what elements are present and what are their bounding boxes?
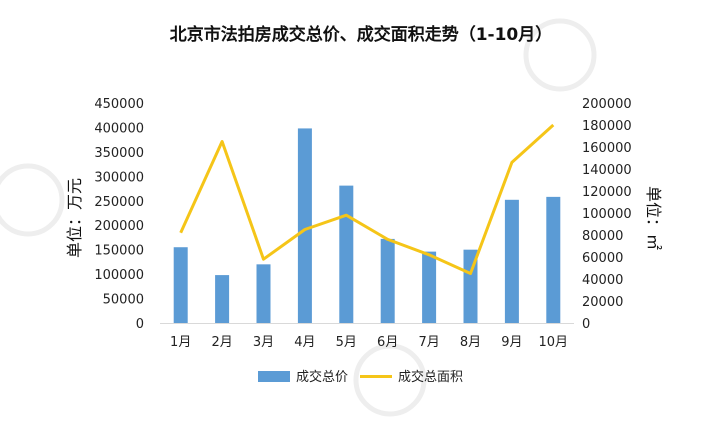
left-axis-title: 单位：万元 [65, 178, 84, 258]
x-axis-ticks: 1月 2月 3月 4月 5月 6月 7月 8月 9月 10月 [170, 335, 568, 350]
right-tick-label: 80000 [582, 229, 623, 244]
left-tick-label: 50000 [103, 293, 144, 308]
bar [339, 185, 354, 323]
right-axis-ticks: 0 20000 40000 60000 80000 100000 120000 140000 1… [582, 97, 632, 332]
bar [504, 199, 519, 323]
watermark-seal [353, 343, 427, 417]
left-tick-label: 350000 [94, 146, 144, 161]
bar-series [173, 128, 561, 323]
bar [173, 247, 188, 323]
bar [256, 264, 271, 323]
x-tick-label: 1月 [170, 335, 191, 350]
left-tick-label: 250000 [94, 195, 144, 210]
x-tick-label: 3月 [253, 335, 274, 350]
right-tick-label: 20000 [582, 295, 623, 310]
x-tick-label: 9月 [501, 335, 522, 350]
right-tick-label: 140000 [582, 163, 632, 178]
left-tick-label: 0 [136, 317, 144, 332]
left-tick-label: 300000 [94, 170, 144, 185]
right-tick-label: 100000 [582, 207, 632, 222]
right-tick-label: 120000 [582, 185, 632, 200]
x-tick-label: 6月 [377, 335, 398, 350]
line-series [179, 123, 555, 275]
right-tick-label: 180000 [582, 119, 632, 134]
bar [297, 128, 312, 323]
right-tick-label: 0 [582, 317, 590, 332]
x-tick-label: 5月 [336, 335, 357, 350]
watermark-seal [0, 163, 65, 237]
right-axis-title: 单位：㎡ [644, 186, 663, 250]
watermark-group [0, 18, 597, 417]
left-tick-label: 450000 [94, 97, 144, 112]
left-tick-label: 200000 [94, 219, 144, 234]
legend-bar-swatch [258, 371, 290, 382]
bar [546, 196, 561, 323]
right-tick-label: 200000 [582, 97, 632, 112]
watermark-seal [523, 18, 597, 92]
chart-title: 北京市法拍房成交总价、成交面积走势（1-10月） [170, 24, 553, 45]
right-tick-label: 160000 [582, 141, 632, 156]
series-line [179, 123, 555, 275]
left-axis-ticks: 0 50000 100000 150000 200000 250000 300000 3500… [94, 97, 144, 332]
left-tick-label: 400000 [94, 121, 144, 136]
legend: 成交总价 成交总面积 [258, 369, 463, 385]
x-tick-label: 2月 [211, 335, 232, 350]
bar [215, 275, 230, 323]
legend-line-label: 成交总面积 [398, 369, 463, 385]
x-tick-label: 4月 [294, 335, 315, 350]
right-tick-label: 60000 [582, 251, 623, 266]
bar [422, 251, 437, 323]
x-tick-label: 8月 [460, 335, 481, 350]
x-tick-label: 7月 [418, 335, 439, 350]
left-tick-label: 100000 [94, 268, 144, 283]
legend-bar-label: 成交总价 [296, 369, 348, 385]
left-tick-label: 150000 [94, 244, 144, 259]
right-tick-label: 40000 [582, 273, 623, 288]
bar [380, 238, 395, 323]
x-tick-label: 10月 [539, 335, 569, 350]
